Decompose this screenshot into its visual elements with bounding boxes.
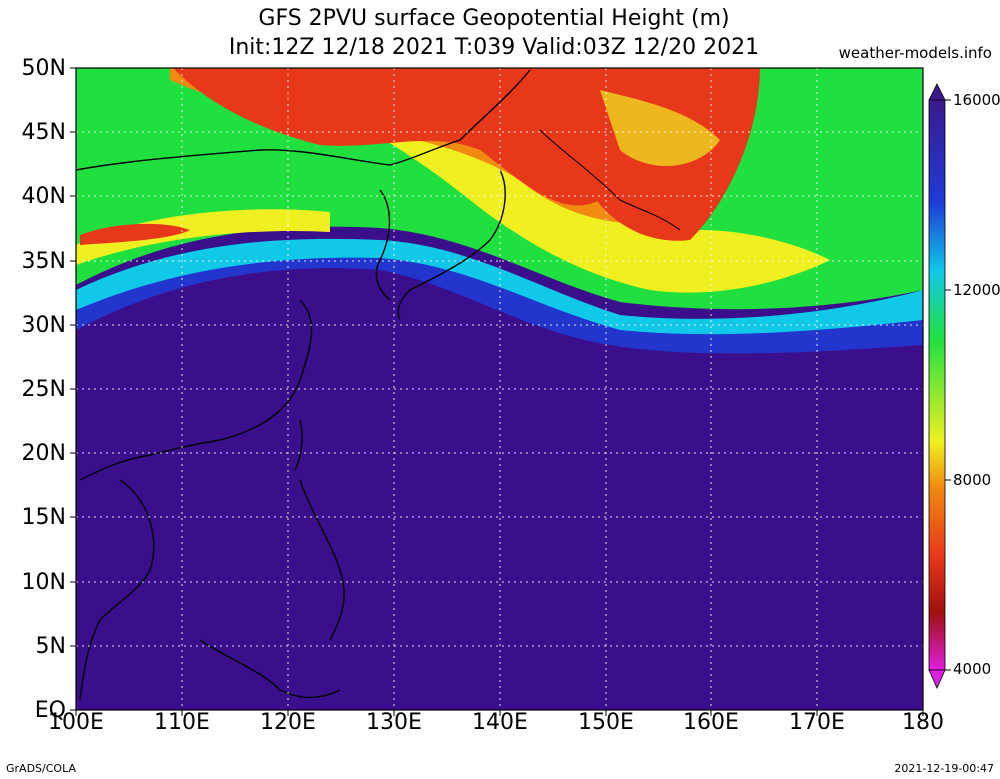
footer-timestamp: 2021-12-19-00:47 xyxy=(894,762,994,775)
coastline-korea xyxy=(375,189,391,301)
lat-label: 5N xyxy=(35,634,66,659)
lat-label: 25N xyxy=(21,377,66,402)
colorbar-label: 12000 xyxy=(953,281,1000,299)
lat-label: 30N xyxy=(21,313,66,338)
lon-label: 150E xyxy=(578,710,634,735)
cyan-band xyxy=(76,238,923,335)
red-streak xyxy=(80,223,190,245)
colorbar-scale xyxy=(928,99,946,671)
coastline-taiwan xyxy=(294,419,303,471)
footer-grads: GrADS/COLA xyxy=(6,762,76,775)
lon-label: 100E xyxy=(48,710,104,735)
yellow-streak xyxy=(76,209,330,265)
coastline-philippines xyxy=(299,479,345,641)
lat-label: EQ xyxy=(34,698,66,723)
colorbar-label: 4000 xyxy=(953,660,992,678)
lon-label: 180 xyxy=(902,710,944,735)
lat-label: 15N xyxy=(21,505,66,530)
lon-label: 170E xyxy=(789,710,845,735)
lat-label: 45N xyxy=(21,120,66,145)
title-line-1: GFS 2PVU surface Geopotential Height (m) xyxy=(258,6,730,31)
title-line-2: Init:12Z 12/18 2021 T:039 Valid:03Z 12/2… xyxy=(228,35,760,60)
lon-label: 130E xyxy=(366,710,422,735)
colorbar-label: 16000 xyxy=(953,91,1000,109)
site-label: weather-models.info xyxy=(838,44,992,62)
yellow-inner-patch xyxy=(600,90,720,167)
coastline-kurils xyxy=(539,129,681,231)
lon-label: 160E xyxy=(683,710,739,735)
colorbar-bottom-arrow xyxy=(928,669,946,689)
lat-label: 10N xyxy=(21,570,66,595)
colorbar-label: 8000 xyxy=(953,471,992,489)
coastline-japan xyxy=(397,169,506,321)
lon-label: 110E xyxy=(154,710,210,735)
coastline-borneo xyxy=(199,639,341,699)
coastline-china xyxy=(79,299,313,481)
axis-ticks xyxy=(70,67,924,716)
lat-label: 35N xyxy=(21,249,66,274)
lat-label: 20N xyxy=(21,441,66,466)
lat-label: 40N xyxy=(21,184,66,209)
coastline-north-asia xyxy=(76,69,531,171)
colorbar xyxy=(928,83,951,689)
red-core-west xyxy=(175,68,634,206)
lat-label: 50N xyxy=(21,56,66,81)
blue-band xyxy=(76,243,923,354)
lon-label: 120E xyxy=(260,710,316,735)
colorbar-top-arrow xyxy=(928,83,946,101)
lon-label: 140E xyxy=(472,710,528,735)
gridlines xyxy=(76,68,923,710)
